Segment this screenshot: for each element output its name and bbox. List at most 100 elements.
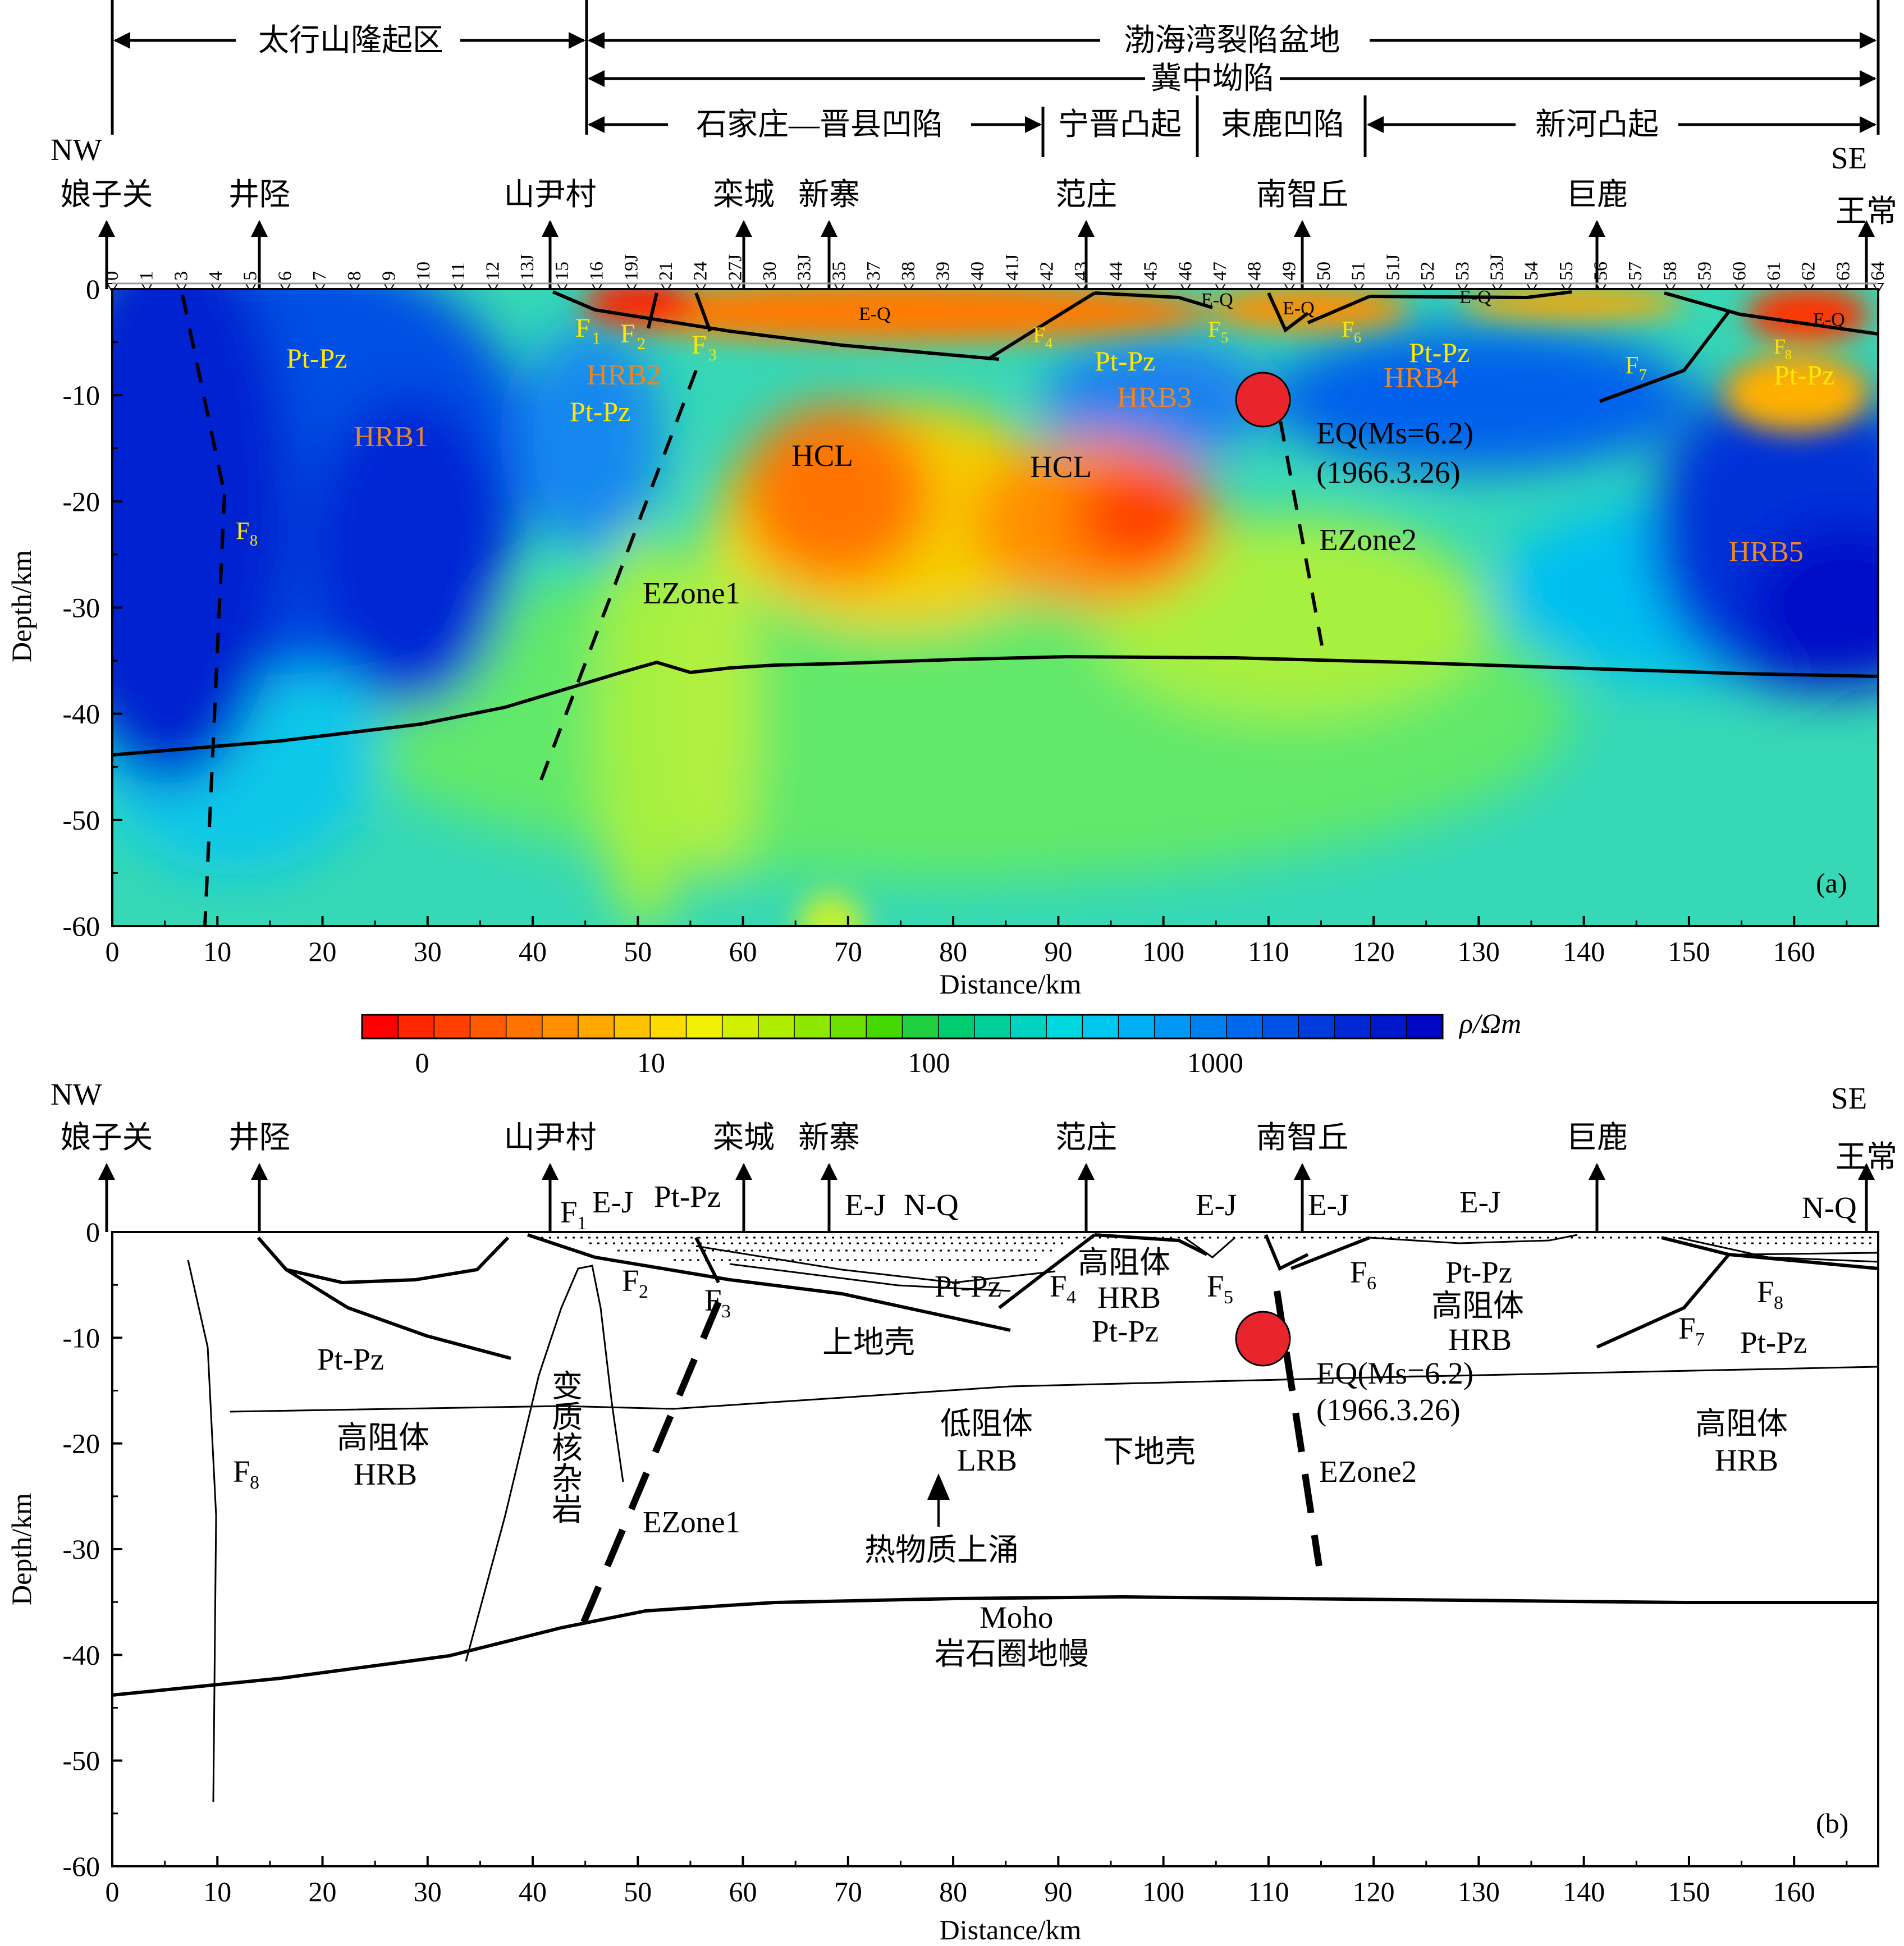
station-label: 3 — [171, 271, 191, 281]
label-hrb-b2: HRB — [1448, 1322, 1512, 1357]
colorbar-swatch — [1118, 1014, 1155, 1039]
town-label: 井陉 — [228, 177, 290, 212]
label-ptpz-b3: Pt-Pz — [1092, 1314, 1159, 1348]
x-tick-label: 150 — [1668, 936, 1710, 967]
station-label: 30 — [759, 262, 780, 281]
station-label: 4 — [205, 271, 226, 281]
region-shulu: 束鹿凹陷 — [1221, 107, 1344, 141]
direction-nw-a: NW — [51, 132, 102, 167]
y-tick-label: -30 — [62, 592, 100, 624]
direction-se-b: SE — [1831, 1081, 1867, 1115]
station-label: 49 — [1279, 262, 1299, 281]
label-gaozuti-b4: 高阻体 — [1695, 1407, 1788, 1441]
colorbar-swatch — [1046, 1014, 1083, 1039]
y-tick-label: -40 — [62, 1639, 100, 1670]
station-label: 41J — [1002, 254, 1023, 281]
label-fault-f5-b: F — [1207, 1269, 1224, 1303]
region-taihang: 太行山隆起区 — [258, 23, 443, 57]
colorbar-swatch — [1190, 1014, 1228, 1039]
label-ptpz-a2: Pt-Pz — [570, 396, 630, 427]
svg-text:6: 6 — [1354, 329, 1361, 346]
station-label: 55 — [1556, 262, 1577, 281]
svg-text:1: 1 — [592, 329, 601, 347]
label-eq-sed-a1: E-Q — [859, 304, 891, 324]
station-label: 44 — [1106, 262, 1127, 281]
label-eq-sed-a5: E-Q — [1813, 309, 1845, 330]
label-ptpz-b5: Pt-Pz — [1740, 1325, 1807, 1359]
colorbar-swatch — [649, 1014, 687, 1039]
station-label: 39 — [932, 262, 953, 281]
x-tick-label: 150 — [1668, 1876, 1710, 1907]
label-lower-crust: 下地壳 — [1103, 1435, 1196, 1469]
station-label: 52 — [1417, 262, 1438, 281]
x-tick-label: 30 — [414, 936, 442, 967]
label-hrb4: HRB4 — [1384, 362, 1458, 394]
plot-frame-b — [111, 1231, 1879, 1867]
region-ningjin: 宁晋凸起 — [1058, 107, 1182, 141]
town-label: 山尹村 — [504, 177, 596, 212]
town-label: 巨鹿 — [1566, 1120, 1628, 1155]
station-label: 43 — [1071, 262, 1092, 281]
station-label: 10 — [413, 262, 434, 281]
colorbar-tick-label: 100 — [908, 1047, 950, 1078]
station-label: 50 — [1313, 262, 1334, 281]
town-label: 井陉 — [228, 1120, 290, 1155]
label-hrb-b1: HRB — [1097, 1280, 1161, 1315]
x-tick-label: 0 — [106, 1876, 120, 1907]
station-label: 12 — [483, 262, 504, 281]
label-ptpz-b6: Pt-Pz — [317, 1342, 384, 1376]
x-tick-label: 20 — [309, 1876, 337, 1907]
y-tick-label: -60 — [62, 910, 100, 942]
x-tick-label: 110 — [1248, 936, 1289, 967]
label-ptpz-b4: Pt-Pz — [1445, 1255, 1512, 1289]
station-label: 53J — [1486, 254, 1507, 281]
x-tick-label: 30 — [414, 1876, 442, 1907]
colorbar-swatch — [1370, 1014, 1408, 1039]
x-tick-label: 60 — [729, 936, 757, 967]
label-fault-f2-b: F — [622, 1263, 639, 1298]
x-tick-label: 20 — [309, 936, 337, 967]
label-ej-b2: E-J — [845, 1188, 886, 1222]
y-tick-label: 0 — [86, 273, 100, 305]
colorbar-swatch — [1334, 1014, 1371, 1039]
region-xinhe: 新河凸起 — [1535, 107, 1659, 141]
station-label: 63 — [1833, 262, 1853, 281]
town-label: 范庄 — [1055, 1120, 1117, 1155]
station-label: 48 — [1244, 262, 1265, 281]
label-fault-f8-b2: F — [233, 1454, 250, 1489]
station-label: 51J — [1383, 254, 1403, 281]
x-tick-label: 70 — [834, 1876, 862, 1907]
label-hrb3: HRB3 — [1117, 382, 1192, 414]
x-tick-label: 10 — [203, 1876, 231, 1907]
label-ptpz-a5: Pt-Pz — [1774, 359, 1834, 391]
station-label: 53 — [1452, 262, 1473, 281]
station-label: 54 — [1521, 262, 1542, 281]
label-ej-b3: E-J — [1196, 1188, 1237, 1222]
fault-subscripts-a: 1 2 3 4 5 6 7 8 8 — [250, 329, 1792, 550]
station-label: 62 — [1798, 262, 1819, 281]
colorbar — [361, 1014, 1444, 1040]
svg-text:3: 3 — [708, 346, 717, 364]
label-eq-sed-a4: E-Q — [1459, 287, 1491, 308]
axes-a: 0-10-20-30-40-50-600 10 20 30 40 50 60 70 80 90 10… — [62, 273, 1848, 967]
x-tick-label: 50 — [624, 1876, 652, 1907]
colorbar-swatch — [1226, 1014, 1264, 1039]
y-tick-label: -30 — [62, 1533, 100, 1565]
label-fault-f3-b: F — [704, 1283, 722, 1317]
region-shijiazhuang: 石家庄—晋县凹陷 — [696, 107, 943, 141]
y-tick-label: -10 — [62, 1322, 100, 1353]
label-ej-b1: E-J — [592, 1185, 633, 1219]
x-tick-label: 50 — [624, 936, 652, 967]
y-tick-label: -20 — [62, 1428, 100, 1459]
x-tick-label: 70 — [834, 936, 862, 967]
earthquake-marker-a — [1235, 372, 1291, 428]
x-tick-label: 120 — [1353, 936, 1395, 967]
label-rewuzhi: 热物质上涌 — [864, 1533, 1019, 1567]
y-tick-label: -60 — [62, 1851, 100, 1882]
ylabel-b: Depth/km — [6, 1493, 37, 1605]
label-fault-f8-a1: F — [1774, 335, 1786, 359]
x-tick-label: 40 — [519, 1876, 547, 1907]
colorbar-swatch — [361, 1014, 399, 1039]
station-label: 51 — [1348, 262, 1369, 281]
